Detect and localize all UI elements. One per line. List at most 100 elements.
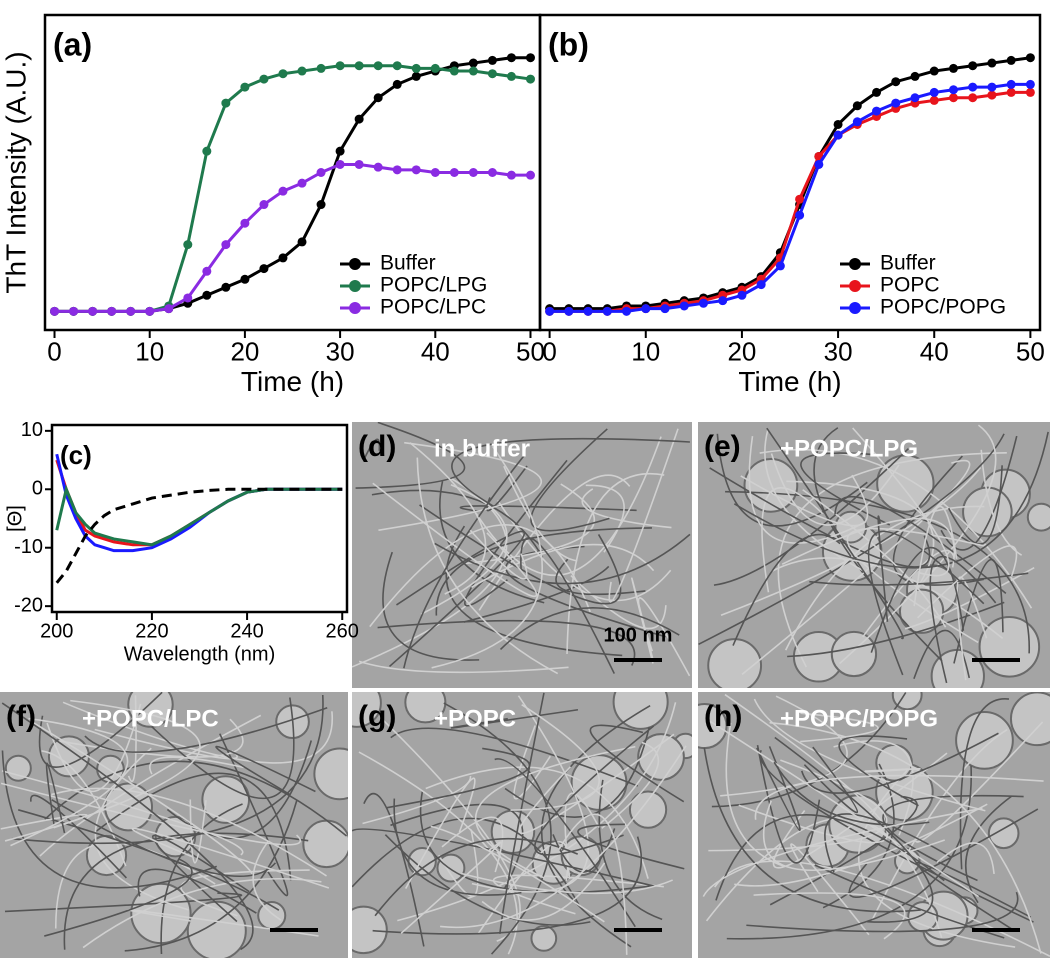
- fibril: [369, 524, 591, 628]
- fibril: [393, 798, 522, 896]
- data-point: [833, 130, 843, 140]
- fibril: [773, 761, 930, 826]
- fibril: [475, 436, 662, 576]
- x-tick-label: 240: [230, 620, 263, 642]
- fibril: [363, 438, 381, 459]
- data-point: [468, 66, 478, 76]
- data-point: [240, 218, 250, 228]
- fibril: [63, 832, 309, 950]
- data-point: [987, 82, 997, 92]
- fibril: [475, 745, 636, 879]
- x-tick-label: 10: [631, 336, 660, 366]
- data-point: [737, 290, 747, 300]
- data-point: [487, 55, 497, 65]
- micrograph: [698, 422, 1050, 688]
- data-point: [335, 159, 345, 169]
- fibril: [558, 813, 628, 955]
- data-point: [852, 117, 862, 127]
- data-point: [316, 168, 326, 177]
- data-point: [411, 71, 421, 81]
- data-point: [564, 306, 574, 316]
- fibril: [513, 725, 551, 800]
- fibril: [461, 872, 673, 895]
- data-point: [411, 165, 421, 175]
- vesicle: [707, 638, 763, 688]
- image-caption: +POPC/LPC: [82, 705, 219, 732]
- fibril: [940, 435, 1018, 551]
- x-tick-label: 0: [542, 336, 556, 366]
- fibril: [726, 765, 972, 940]
- fibril: [352, 817, 581, 908]
- fibril: [803, 746, 859, 814]
- fibril: [416, 457, 559, 675]
- fibril: [534, 725, 655, 856]
- x-tick-label: 50: [516, 336, 545, 366]
- data-point: [910, 71, 920, 81]
- fibril: [46, 703, 142, 792]
- fibril: [959, 698, 1010, 870]
- data-point: [373, 162, 383, 172]
- data-point: [698, 298, 708, 308]
- data-point: [164, 304, 174, 314]
- vesicle: [1026, 502, 1050, 532]
- data-point: [641, 304, 651, 314]
- fibril: [51, 787, 327, 877]
- data-point: [929, 66, 939, 76]
- series-line: [55, 484, 343, 547]
- y-tick-label: -10: [14, 536, 43, 558]
- data-point: [240, 82, 250, 92]
- fibril: [377, 619, 636, 666]
- fibril: [459, 505, 637, 513]
- data-point: [506, 170, 516, 180]
- data-point: [354, 61, 364, 71]
- fibril: [824, 813, 953, 873]
- data-point: [948, 85, 958, 95]
- y-tick-label: 0: [32, 478, 43, 500]
- x-tick-label: 30: [824, 336, 853, 366]
- data-point: [872, 87, 882, 97]
- fibril: [871, 728, 1008, 921]
- fibril: [530, 428, 610, 532]
- data-point: [202, 290, 212, 300]
- data-point: [392, 165, 402, 175]
- fibril: [390, 727, 639, 787]
- image-caption: +POPC/LPG: [780, 435, 918, 462]
- image-caption: in buffer: [434, 435, 530, 462]
- fibril: [698, 433, 1005, 646]
- fibril: [440, 745, 687, 929]
- data-point: [968, 82, 978, 92]
- fibril: [471, 695, 589, 893]
- fibril: [0, 782, 302, 846]
- vesicle: [891, 692, 923, 711]
- fibril: [219, 733, 289, 897]
- fibril: [494, 758, 636, 928]
- data-point: [297, 66, 307, 76]
- fibril: [82, 877, 322, 949]
- panel-label: (d): [358, 430, 396, 463]
- fibril: [746, 891, 1019, 933]
- fibril: [598, 779, 663, 921]
- fibril: [503, 465, 578, 562]
- data-point: [1025, 87, 1035, 97]
- vesicle: [628, 790, 668, 829]
- data-point: [335, 146, 345, 156]
- fibril: [732, 533, 841, 646]
- fibril: [374, 837, 579, 917]
- data-point: [775, 261, 785, 271]
- legend-label: Buffer: [880, 252, 936, 275]
- fibril: [713, 448, 909, 586]
- fibril: [761, 487, 824, 593]
- fibril: [892, 455, 984, 586]
- data-point: [392, 79, 402, 89]
- fibril: [149, 756, 245, 775]
- fibril: [469, 529, 528, 580]
- data-point: [506, 71, 516, 81]
- data-point: [910, 93, 920, 103]
- fibril: [762, 800, 945, 872]
- x-tick-label: 200: [40, 620, 73, 642]
- fibril: [802, 489, 947, 628]
- x-axis-title: Time (h): [241, 366, 344, 397]
- fibril: [403, 453, 526, 669]
- data-point: [929, 95, 939, 105]
- fibril: [160, 803, 243, 955]
